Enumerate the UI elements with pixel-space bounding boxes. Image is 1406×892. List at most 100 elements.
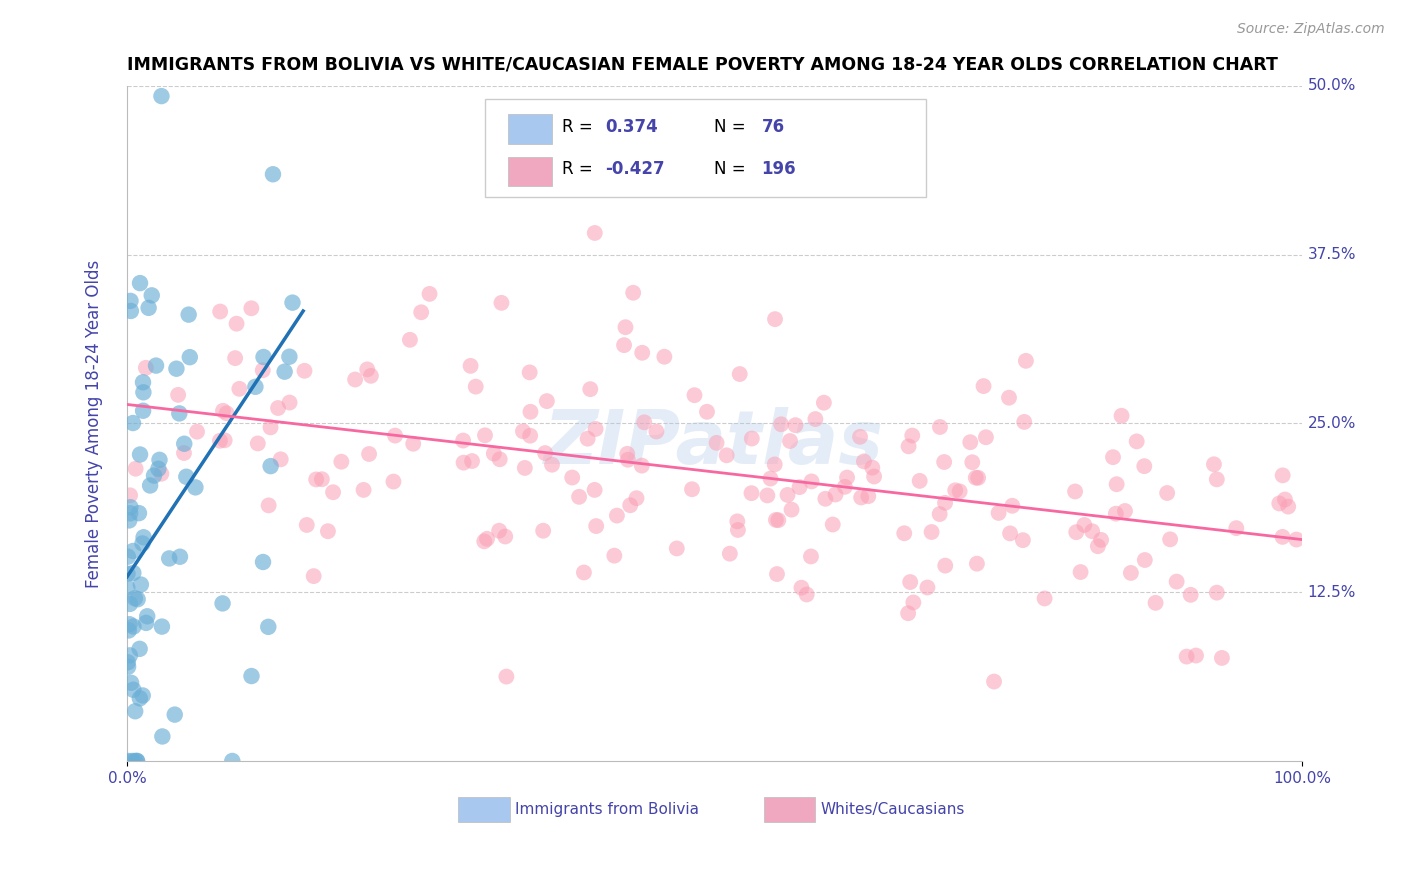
Point (766, 567, 789, 582)
Point (353, 483, 375, 497)
Point (763, 312, 786, 326)
Point (356, 362, 378, 376)
Point (1205, 472, 1227, 486)
Point (177, 308, 200, 322)
Point (120, 500, 142, 515)
Point (898, 575, 921, 590)
Point (228, 382, 250, 396)
Text: 37.5%: 37.5% (1308, 247, 1357, 262)
Point (1064, 484, 1087, 499)
Point (136, 609, 159, 624)
Point (901, 428, 924, 442)
Point (224, 351, 246, 365)
Point (1073, 518, 1095, 533)
Point (120, 506, 142, 520)
Point (132, 530, 155, 544)
Point (124, 461, 146, 475)
Point (903, 595, 925, 609)
Point (1185, 648, 1208, 663)
Point (211, 596, 233, 610)
Point (519, 365, 541, 379)
Point (814, 491, 837, 506)
Point (150, 730, 173, 744)
Text: 0.374: 0.374 (605, 118, 658, 136)
Point (824, 487, 846, 501)
Point (1012, 533, 1035, 548)
Point (1133, 553, 1156, 567)
Point (921, 524, 943, 539)
Point (150, 467, 173, 481)
Point (184, 480, 207, 494)
FancyBboxPatch shape (458, 797, 510, 822)
Point (287, 12, 309, 26)
Point (118, 597, 141, 611)
Point (1105, 477, 1128, 491)
Point (148, 462, 170, 476)
Point (311, 472, 333, 486)
Point (1144, 596, 1167, 610)
Point (382, 475, 405, 489)
Point (186, 425, 208, 439)
Point (1070, 565, 1092, 579)
Point (302, 569, 325, 583)
Point (281, 295, 304, 310)
Point (561, 470, 583, 484)
Point (606, 508, 628, 523)
Point (983, 674, 1005, 689)
Point (141, 288, 163, 302)
Point (1180, 588, 1202, 602)
Point (949, 484, 972, 499)
Point (998, 391, 1021, 405)
Point (928, 507, 950, 521)
Point (132, 403, 155, 417)
Point (583, 226, 606, 240)
Point (460, 359, 482, 373)
Point (488, 452, 510, 467)
Point (494, 529, 516, 543)
Point (579, 382, 602, 396)
Point (316, 524, 339, 539)
Point (118, 648, 141, 663)
Point (645, 425, 668, 439)
Point (756, 488, 779, 502)
Point (768, 513, 790, 527)
Point (728, 367, 751, 381)
Point (965, 471, 987, 485)
Point (245, 380, 267, 394)
Text: 25.0%: 25.0% (1308, 416, 1357, 431)
Text: Whites/Caucasians: Whites/Caucasians (820, 802, 965, 817)
Point (138, 301, 160, 315)
Text: 12.5%: 12.5% (1308, 584, 1357, 599)
Point (1090, 533, 1112, 547)
Point (765, 513, 787, 527)
Point (1166, 574, 1188, 589)
Point (779, 434, 801, 448)
Point (1015, 354, 1038, 368)
Point (129, 448, 152, 462)
Point (451, 434, 474, 448)
Point (727, 523, 749, 537)
Point (1102, 450, 1125, 465)
Point (858, 489, 880, 503)
Point (122, 544, 145, 558)
Point (897, 606, 920, 620)
Point (129, 276, 152, 290)
Point (776, 488, 799, 502)
Point (488, 524, 510, 538)
Point (1064, 525, 1087, 540)
Point (124, 704, 146, 718)
Text: N =: N = (714, 161, 751, 178)
Point (246, 436, 269, 450)
Point (267, 401, 290, 415)
Point (790, 581, 813, 595)
Point (583, 483, 606, 497)
Point (295, 518, 318, 533)
Point (959, 435, 981, 450)
Point (908, 474, 931, 488)
Point (696, 405, 718, 419)
Point (617, 452, 640, 467)
Point (785, 418, 807, 433)
Text: R =: R = (561, 161, 598, 178)
Point (278, 350, 301, 364)
Point (129, 577, 152, 591)
